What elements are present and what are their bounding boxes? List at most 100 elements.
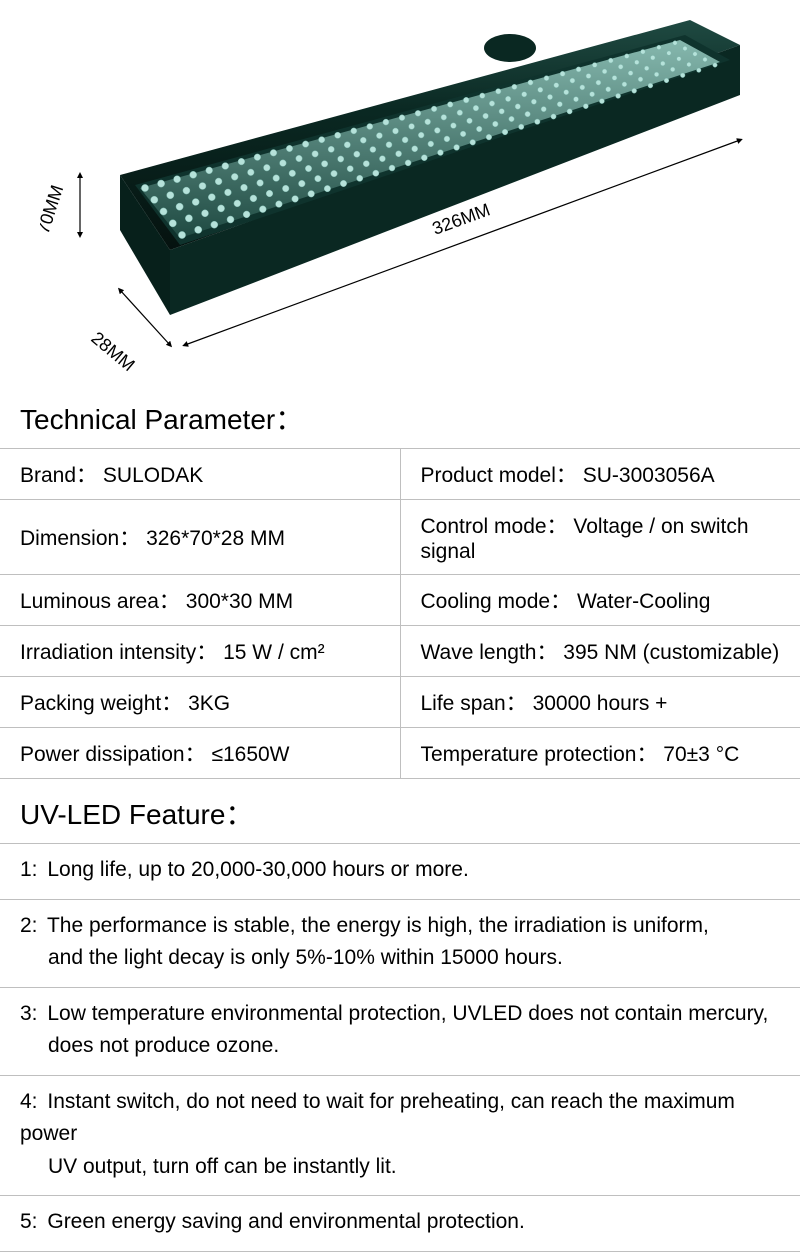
led-dot [280, 160, 287, 167]
spec-cell-left: Luminous area： 300*30 MM [0, 575, 400, 626]
led-dot [367, 124, 373, 130]
spec-label: Temperature protection： [421, 743, 658, 766]
spec-label: Life span： [421, 692, 527, 715]
led-dot [248, 169, 255, 176]
led-dot [264, 164, 271, 171]
spec-row: Dimension： 326*70*28 MMControl mode： Vol… [0, 500, 800, 575]
led-dot [641, 50, 646, 55]
spec-label: Product model： [421, 464, 577, 487]
led-dot [190, 171, 197, 178]
dim-height: 70MM [40, 182, 67, 236]
led-dot [328, 146, 334, 152]
led-dot [538, 87, 543, 92]
led-dot [509, 116, 514, 121]
led-dot [402, 137, 408, 143]
feature-text: The performance is stable, the energy is… [47, 914, 709, 937]
led-dot [286, 145, 292, 151]
led-dot [225, 189, 232, 196]
led-dot [451, 123, 457, 129]
spec-row: Luminous area： 300*30 MMCooling mode： Wa… [0, 575, 800, 626]
led-dot [174, 176, 181, 183]
led-dot [243, 211, 250, 218]
spec-label: Brand： [20, 464, 97, 487]
led-dot [493, 121, 499, 127]
led-dot [227, 216, 234, 223]
led-dot [192, 199, 199, 206]
led-dot [463, 97, 469, 103]
feature-num: 4: [20, 1090, 38, 1113]
led-dot [470, 140, 476, 146]
led-dot [673, 41, 677, 45]
device-svg: 70MM 28MM 326MM [40, 10, 760, 380]
led-dot [282, 185, 289, 192]
led-dot [648, 83, 653, 88]
led-dot [321, 161, 327, 167]
led-dot [270, 150, 277, 157]
feature-item: 2: The performance is stable, the energy… [0, 900, 800, 988]
led-dot [351, 128, 357, 134]
led-dot [602, 69, 607, 74]
feature-num: 3: [20, 1002, 38, 1025]
led-dot [396, 151, 402, 157]
led-dot [158, 180, 165, 187]
led-dot [515, 104, 520, 109]
spec-cell-left: Brand： SULODAK [0, 449, 400, 500]
feature-text: Green energy saving and environmental pr… [47, 1210, 524, 1233]
led-dot [373, 170, 379, 176]
led-dot [635, 60, 640, 65]
led-dot [276, 201, 283, 208]
spec-value: SULODAK [103, 464, 203, 487]
led-dot [528, 80, 533, 85]
feature-item: 1: Long life, up to 20,000-30,000 hours … [0, 844, 800, 900]
tech-param-title: Technical Parameter： [0, 390, 800, 449]
spec-cell-right: Wave length： 395 NM (customizable) [400, 626, 800, 677]
led-dot [522, 92, 527, 97]
led-dot [257, 180, 264, 187]
led-dot [447, 102, 453, 108]
led-dot [409, 124, 415, 130]
led-dot [677, 57, 681, 61]
led-dot [183, 187, 190, 194]
led-dot [357, 175, 363, 181]
spec-cell-right: Control mode： Voltage / on switch signal [400, 500, 800, 575]
led-dot [512, 84, 517, 89]
led-dot [250, 195, 257, 202]
led-dot [206, 167, 213, 174]
led-dot [567, 109, 572, 114]
led-dot [680, 73, 685, 78]
led-dot [259, 206, 266, 213]
spec-row: Power dissipation： ≤1650WTemperature pro… [0, 728, 800, 779]
led-dot [308, 191, 315, 198]
led-dot [476, 126, 482, 132]
led-dot [661, 61, 666, 66]
led-dot [421, 155, 427, 161]
spec-value: 395 NM (customizable) [563, 641, 779, 664]
spec-value: 15 W / cm² [223, 641, 325, 664]
led-dot [483, 113, 489, 119]
spec-value: 30000 hours + [533, 692, 668, 715]
feature-text: Instant switch, do not need to wait for … [20, 1090, 735, 1146]
spec-value: ≤1650W [211, 743, 289, 766]
led-dot [415, 110, 421, 116]
led-dot [324, 185, 330, 191]
led-dot [347, 166, 353, 172]
led-dot [580, 85, 585, 90]
led-dot [289, 170, 296, 177]
led-dot [338, 156, 344, 162]
led-dot [519, 124, 524, 129]
spec-cell-left: Dimension： 326*70*28 MM [0, 500, 400, 575]
led-dot [541, 107, 546, 112]
led-dot [547, 94, 552, 99]
led-dot [273, 175, 280, 182]
led-dot [405, 160, 411, 166]
led-dot [231, 173, 238, 180]
led-dot [496, 89, 501, 94]
led-dot [489, 101, 494, 106]
led-dot [412, 146, 418, 152]
led-dot [535, 119, 540, 124]
led-dot [632, 88, 637, 93]
led-dot [486, 134, 492, 140]
spec-label: Luminous area： [20, 590, 180, 613]
led-dot [344, 142, 350, 148]
led-dot [141, 184, 148, 191]
